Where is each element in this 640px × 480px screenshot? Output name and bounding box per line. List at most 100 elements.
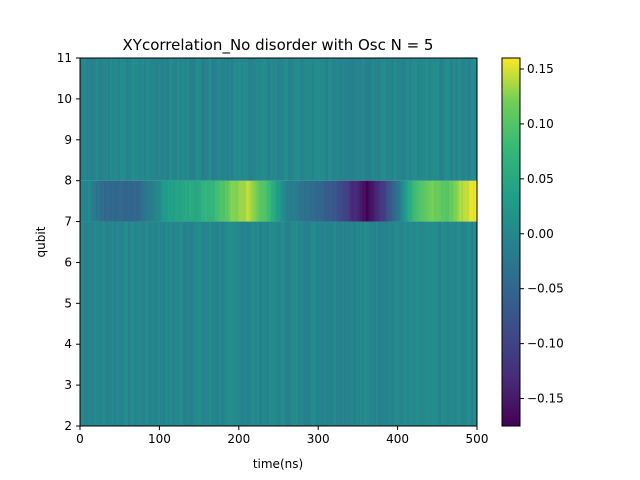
heatmap-cell <box>451 58 454 181</box>
heatmap-cell <box>199 58 202 181</box>
heatmap-cell <box>234 58 238 181</box>
heatmap-cell <box>270 58 273 181</box>
heatmap-cell <box>222 58 226 181</box>
heatmap-cell <box>222 180 226 222</box>
x-tick-label: 0 <box>76 432 84 446</box>
heatmap-cell <box>197 58 200 181</box>
heatmap-cell <box>163 221 166 426</box>
heatmap-cell <box>467 221 470 426</box>
heatmap-cell <box>473 221 476 426</box>
heatmap-cell <box>123 221 127 426</box>
heatmap-cell <box>387 180 391 222</box>
heatmap-cell <box>367 221 371 426</box>
heatmap-cell <box>145 58 148 181</box>
y-tick-label: 10 <box>57 92 72 106</box>
heatmap-cell <box>461 58 464 181</box>
heatmap-cell <box>203 58 206 181</box>
heatmap-cell <box>318 221 321 426</box>
heatmap-cell <box>363 180 367 222</box>
heatmap-cell <box>371 221 375 426</box>
heatmap-cell <box>453 58 456 181</box>
heatmap-cell <box>363 58 367 181</box>
heatmap-cell <box>288 58 291 181</box>
heatmap-cell <box>355 221 359 426</box>
heatmap-cell <box>395 180 398 222</box>
heatmap-cell <box>367 180 371 222</box>
heatmap-cell <box>463 221 466 426</box>
heatmap-cell <box>218 180 222 222</box>
heatmap-cell <box>306 180 309 222</box>
heatmap-cell <box>393 58 397 181</box>
heatmap-cell <box>123 180 127 222</box>
heatmap-cell <box>463 180 466 222</box>
heatmap-cell <box>441 180 444 222</box>
heatmap-cell <box>423 58 426 181</box>
heatmap-cell <box>87 180 91 222</box>
heatmap-cell <box>338 180 341 222</box>
heatmap-cell <box>264 58 267 181</box>
heatmap-cell <box>197 180 200 222</box>
heatmap-cell <box>121 180 125 222</box>
heatmap-cell <box>359 180 363 222</box>
colorbar-ticks: 0.15 0.10 0.05 0.00 −0.05 −0.10 −0.15 <box>520 62 564 406</box>
heatmap-cell <box>159 180 162 222</box>
heatmap-cell <box>242 180 246 222</box>
heatmap-cell <box>238 180 242 222</box>
heatmap-cell <box>95 58 99 181</box>
heatmap-cell <box>407 58 410 181</box>
heatmap-cell <box>441 58 444 181</box>
heatmap-cell <box>177 180 180 222</box>
heatmap-cell <box>87 58 91 181</box>
heatmap-cell <box>403 180 406 222</box>
heatmap-cell <box>413 221 416 426</box>
heatmap-cell <box>109 221 113 426</box>
heatmap-cell <box>417 58 420 181</box>
heatmap-cell <box>207 221 210 426</box>
heatmap-cell <box>242 221 246 426</box>
heatmap-cell <box>351 58 355 181</box>
heatmap-cell <box>224 180 228 222</box>
heatmap-cell <box>328 58 331 181</box>
heatmap-cell <box>395 58 398 181</box>
heatmap-cell <box>230 58 234 181</box>
heatmap-cell <box>349 180 353 222</box>
heatmap-cell <box>228 58 232 181</box>
heatmap-cell <box>161 58 164 181</box>
heatmap-cell <box>322 58 325 181</box>
heatmap-cell <box>171 221 174 426</box>
heatmap-cell <box>109 58 113 181</box>
heatmap-cell <box>284 221 287 426</box>
heatmap-cell <box>236 180 240 222</box>
heatmap-cell <box>228 221 232 426</box>
heatmap-cell <box>81 58 85 181</box>
heatmap-cell <box>187 58 190 181</box>
heatmap-cell <box>322 180 325 222</box>
heatmap-cell <box>449 180 452 222</box>
heatmap-cell <box>399 58 402 181</box>
heatmap-cell <box>248 221 252 426</box>
heatmap-cell <box>302 180 305 222</box>
heatmap-cell <box>296 221 299 426</box>
heatmap-cell <box>340 180 343 222</box>
heatmap-cell <box>169 180 172 222</box>
y-tick-label: 4 <box>64 337 72 351</box>
heatmap-cell <box>133 221 136 426</box>
heatmap-cell <box>306 221 309 426</box>
heatmap-cell <box>347 221 351 426</box>
heatmap-cell <box>155 221 158 426</box>
heatmap-cell <box>197 221 200 426</box>
heatmap-cell <box>113 180 117 222</box>
heatmap-cell <box>97 180 101 222</box>
heatmap-cell <box>234 180 238 222</box>
heatmap-cell <box>439 58 442 181</box>
heatmap-cell <box>383 221 387 426</box>
y-tick-label: 5 <box>64 296 72 310</box>
heatmap-cell <box>195 180 198 222</box>
heatmap-cell <box>427 221 430 426</box>
heatmap-cell <box>401 221 404 426</box>
heatmap-cell <box>449 221 452 426</box>
heatmap-cell <box>125 58 129 181</box>
heatmap-cell <box>377 180 381 222</box>
y-tick-label: 9 <box>64 133 72 147</box>
heatmap-cell <box>437 221 440 426</box>
